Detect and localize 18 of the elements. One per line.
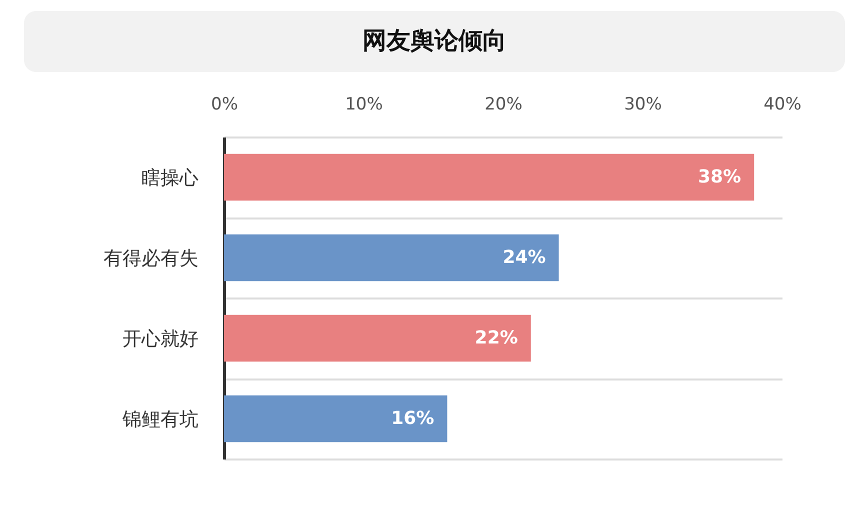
x-tick-label: 40% bbox=[764, 94, 802, 114]
y-tick-label: 有得必有失 bbox=[104, 247, 198, 270]
data-label: 16% bbox=[391, 408, 434, 429]
y-tick-label: 瞎操心 bbox=[142, 166, 198, 189]
x-tick-label: 20% bbox=[484, 94, 522, 114]
data-label: 38% bbox=[698, 166, 742, 188]
bar bbox=[224, 395, 448, 442]
bar bbox=[224, 314, 531, 362]
x-tick-label: 30% bbox=[624, 94, 662, 114]
bar bbox=[224, 234, 559, 282]
data-label: 22% bbox=[474, 327, 518, 348]
data-label: 24% bbox=[502, 246, 546, 268]
x-tick-label: 0% bbox=[211, 94, 238, 114]
x-tick-label: 10% bbox=[345, 94, 383, 114]
chart-title: 网友舆论倾向 bbox=[362, 26, 506, 54]
bar bbox=[224, 154, 754, 201]
y-tick-label: 开心就好 bbox=[122, 328, 198, 350]
y-tick-label: 锦鲤有坑 bbox=[122, 408, 198, 430]
